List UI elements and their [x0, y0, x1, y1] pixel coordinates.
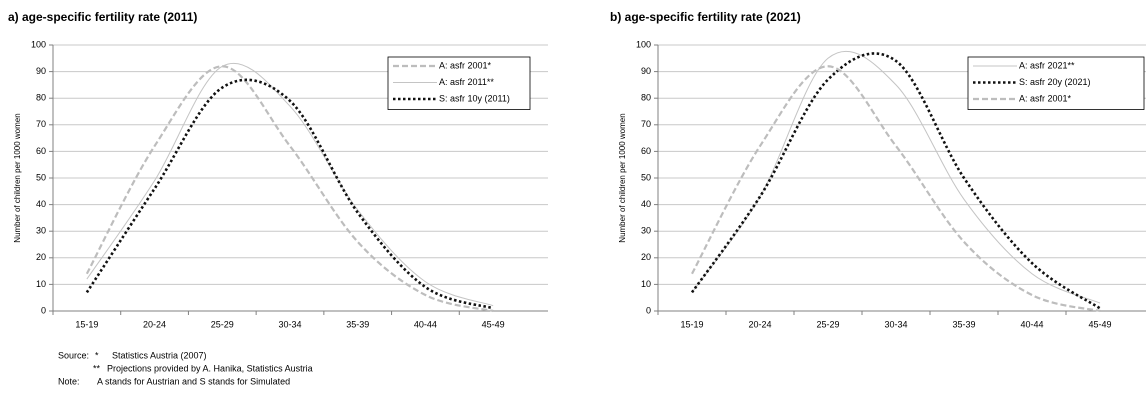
- y-tick-label: 0: [646, 305, 651, 315]
- legend-label: A: asfr 2021**: [1019, 60, 1075, 70]
- y-tick-label: 50: [36, 172, 46, 182]
- y-tick-label: 70: [36, 119, 46, 129]
- y-tick-label: 10: [36, 279, 46, 289]
- y-tick-label: 0: [41, 305, 46, 315]
- y-tick-label: 20: [641, 252, 651, 262]
- y-axis-label: Number of children per 1000 women: [13, 113, 22, 242]
- series-line: [691, 65, 1101, 313]
- series-line: [690, 52, 1101, 310]
- x-tick-label: 25-29: [816, 319, 839, 329]
- y-axis-label: Number of children per 1000 women: [618, 113, 627, 242]
- series-line: [85, 65, 494, 313]
- x-tick-label: 45-49: [1088, 319, 1111, 329]
- x-tick-label: 35-39: [346, 319, 369, 329]
- source-text: Projections provided by A. Hanika, Stati…: [107, 363, 313, 373]
- note-label: Note:: [58, 376, 80, 386]
- x-tick-label: 40-44: [1020, 319, 1043, 329]
- x-tick-label: 30-34: [884, 319, 907, 329]
- y-tick-label: 70: [641, 119, 651, 129]
- legend-label: A: asfr 2001*: [1019, 93, 1072, 103]
- source-marker: *: [95, 350, 99, 360]
- x-tick-label: 20-24: [748, 319, 771, 329]
- source-text: Statistics Austria (2007): [112, 350, 207, 360]
- legend-label: A: asfr 2001*: [439, 60, 492, 70]
- legend-label: S: asfr 10y (2011): [439, 93, 510, 103]
- y-tick-label: 40: [36, 199, 46, 209]
- y-tick-label: 80: [36, 93, 46, 103]
- y-tick-label: 100: [636, 39, 651, 49]
- series-line: [86, 62, 494, 307]
- legend-label: S: asfr 20y (2021): [1019, 77, 1091, 87]
- note-text: A stands for Austrian and S stands for S…: [97, 376, 290, 386]
- x-tick-label: 30-34: [278, 319, 301, 329]
- y-tick-label: 10: [641, 279, 651, 289]
- y-tick-label: 20: [36, 252, 46, 262]
- y-tick-label: 30: [641, 226, 651, 236]
- x-tick-label: 40-44: [414, 319, 437, 329]
- y-tick-label: 40: [641, 199, 651, 209]
- source-label: Source:: [58, 350, 89, 360]
- source-marker: **: [93, 363, 101, 373]
- x-tick-label: 35-39: [952, 319, 975, 329]
- chart-title: b) age-specific fertility rate (2021): [610, 10, 801, 24]
- y-tick-label: 60: [641, 146, 651, 156]
- y-tick-label: 50: [641, 172, 651, 182]
- y-tick-label: 90: [641, 66, 651, 76]
- x-tick-label: 15-19: [680, 319, 703, 329]
- chart-title: a) age-specific fertility rate (2011): [8, 10, 197, 24]
- y-tick-label: 30: [36, 226, 46, 236]
- x-tick-label: 20-24: [143, 319, 166, 329]
- x-tick-label: 15-19: [75, 319, 98, 329]
- y-tick-label: 80: [641, 93, 651, 103]
- x-tick-label: 45-49: [482, 319, 505, 329]
- x-tick-label: 25-29: [211, 319, 234, 329]
- series-line: [85, 78, 494, 310]
- legend-label: A: asfr 2011**: [439, 77, 494, 87]
- y-tick-label: 100: [31, 39, 46, 49]
- y-tick-label: 90: [36, 66, 46, 76]
- y-tick-label: 60: [36, 146, 46, 156]
